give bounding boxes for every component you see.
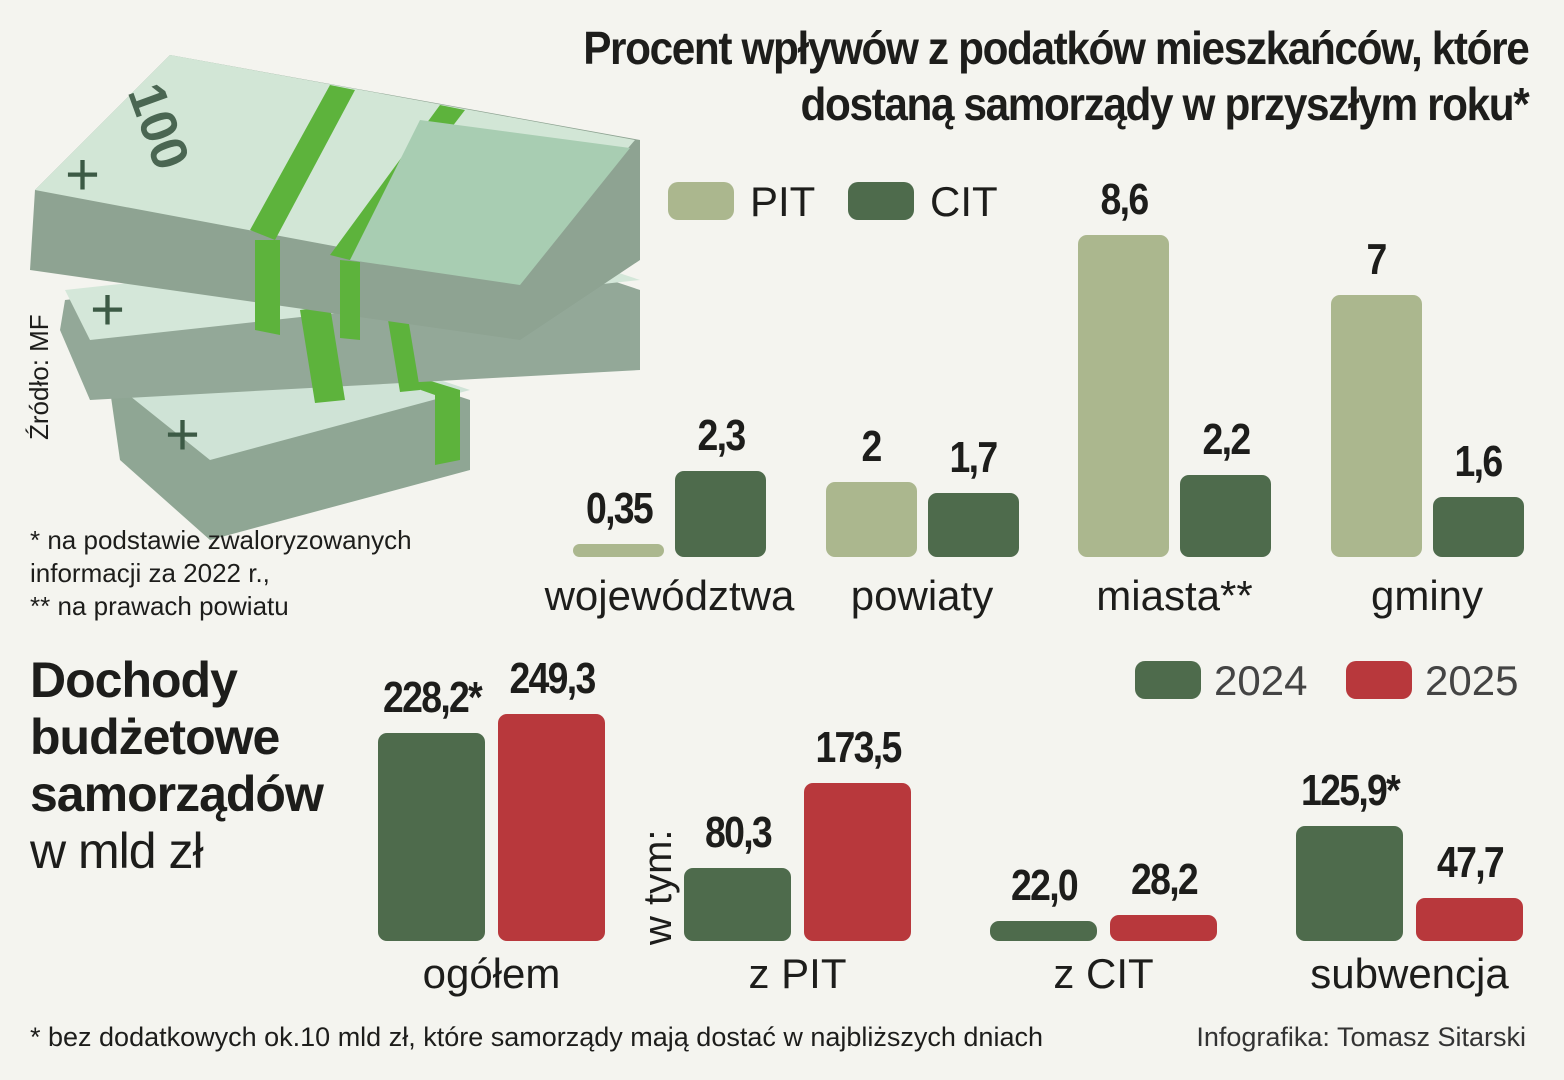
data-label: 80,3: [704, 807, 772, 857]
bottom-chart-heading: Dochody budżetowe samorządów w mld zł: [30, 652, 324, 880]
legend-label-pit: PIT: [750, 178, 816, 225]
category-label: miasta**: [1096, 572, 1253, 619]
data-label: 125,9*: [1300, 766, 1401, 816]
source-label: Źródło: MF: [24, 314, 54, 440]
legend-label-2024: 2024: [1214, 657, 1308, 704]
bar-cit-2: [1180, 474, 1271, 557]
category-label: ogółem: [422, 950, 561, 997]
heading-line-2: budżetowe: [30, 709, 280, 765]
title-line-1: Procent wpływów z podatków mieszkańców, …: [582, 22, 1530, 74]
top-stack: + 100: [30, 55, 640, 340]
chart-title: Procent wpływów z podatków mieszkańców, …: [582, 20, 1530, 132]
bar-cit-0: [675, 470, 766, 557]
bar-pit-3: [1330, 294, 1422, 557]
category-label: gminy: [1370, 572, 1484, 619]
legend-swatch-cit: [848, 182, 914, 220]
bar-2024-0: [378, 733, 485, 941]
bar-2025-2: [1110, 915, 1217, 941]
bar-2025-3: [1416, 897, 1523, 941]
bar-2024-2: [990, 920, 1097, 941]
category-label: z PIT: [748, 950, 847, 997]
data-label: 2,2: [1202, 414, 1251, 464]
bar-2025-1: [804, 783, 911, 941]
legend-label-2025: 2025: [1425, 657, 1519, 704]
footnote-3: ** na prawach powiatu: [30, 591, 289, 621]
heading-line-3: samorządów: [30, 766, 324, 822]
bar-2025-0: [498, 714, 605, 941]
svg-text:+: +: [165, 401, 200, 468]
data-label: 22,0: [1010, 860, 1078, 910]
svg-text:+: +: [90, 276, 125, 343]
banknote-stacks-illustration: + + + 100: [30, 55, 640, 540]
data-label: 7: [1366, 234, 1387, 284]
title-line-2: dostaną samorządy w przyszłym roku*: [800, 78, 1529, 130]
bar-cit-3: [1432, 497, 1524, 557]
category-label: powiaty: [850, 572, 994, 619]
bar-2024-3: [1296, 826, 1403, 941]
bar-2024-1: [684, 867, 791, 941]
footnote-2: informacji za 2022 r.,: [30, 558, 270, 588]
bottom-footnote: * bez dodatkowych ok.10 mld zł, które sa…: [30, 1022, 1043, 1052]
category-label: subwencja: [1310, 950, 1509, 997]
credit: Infografika: Tomasz Sitarski: [1196, 1022, 1526, 1052]
svg-text:+: +: [65, 141, 100, 208]
footnote-1: * na podstawie zwaloryzowanych: [30, 525, 412, 555]
data-label: 2: [861, 422, 882, 472]
data-label: 173,5: [814, 723, 902, 773]
data-label: 1,6: [1454, 437, 1504, 487]
data-label: 28,2: [1130, 855, 1198, 905]
data-label: 8,6: [1100, 175, 1149, 224]
data-label: 1,7: [949, 433, 999, 483]
data-label: 2,3: [697, 410, 746, 460]
data-label: 47,7: [1436, 837, 1504, 887]
data-label: 0,35: [585, 483, 653, 533]
bar-pit-2: [1078, 235, 1169, 557]
bar-pit-1: [825, 482, 917, 557]
data-label: 249,3: [508, 654, 596, 703]
heading-line-1: Dochody: [30, 652, 238, 708]
legend-label-cit: CIT: [930, 178, 998, 225]
category-label: z CIT: [1053, 950, 1154, 997]
data-label: 228,2*: [382, 673, 483, 723]
category-label: województwa: [544, 572, 795, 619]
legend-swatch-2025: [1346, 661, 1412, 699]
heading-line-4: w mld zł: [30, 823, 204, 879]
legend-swatch-2024: [1135, 661, 1201, 699]
bar-cit-1: [927, 493, 1019, 557]
legend-swatch-pit: [668, 182, 734, 220]
bar-pit-0: [573, 543, 664, 557]
